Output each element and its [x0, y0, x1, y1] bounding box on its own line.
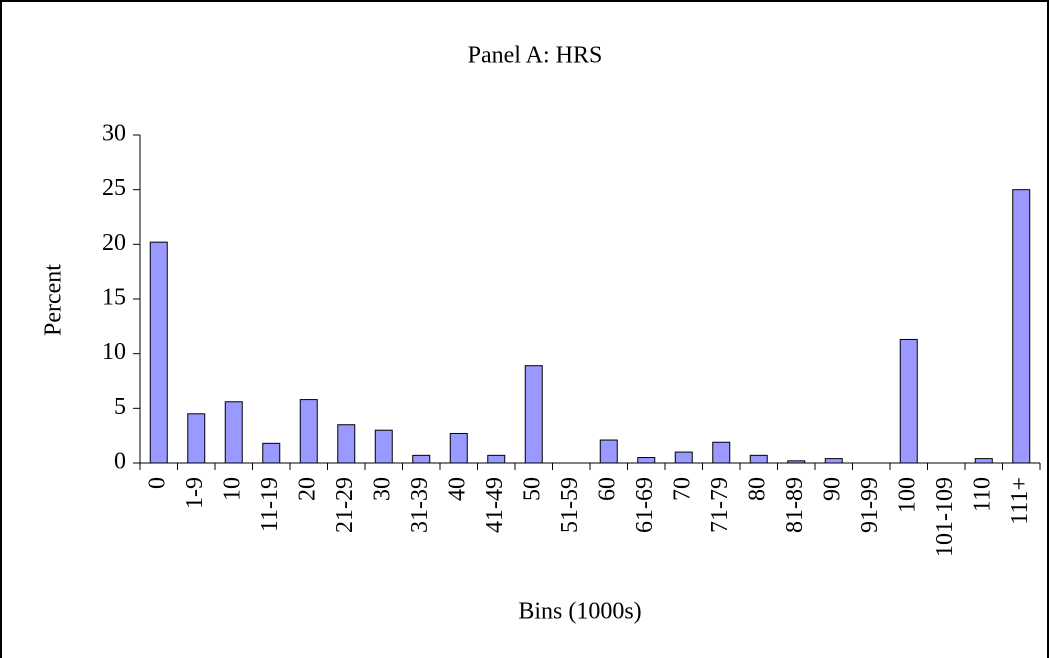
bar	[487, 454, 506, 464]
bar	[1012, 189, 1031, 464]
y-axis-label: Percent	[41, 264, 67, 336]
bar	[262, 442, 281, 464]
bar	[524, 365, 543, 464]
y-tick-label: 20	[102, 230, 126, 256]
y-tick-label: 5	[114, 394, 126, 420]
x-tick-label: 61-69	[632, 477, 658, 533]
x-tick-label: 50	[519, 477, 545, 501]
x-tick-label: 80	[744, 477, 770, 501]
bar	[599, 439, 618, 464]
bar	[149, 241, 168, 464]
x-tick-label: 0	[144, 477, 170, 489]
y-tick-label: 25	[102, 175, 126, 201]
bar	[637, 457, 656, 464]
y-tick-label: 15	[102, 285, 126, 311]
x-tick-label: 101-109	[932, 477, 958, 557]
x-tick-label: 71-79	[707, 477, 733, 533]
bar	[299, 399, 318, 464]
x-axis-label: Bins (1000s)	[518, 599, 641, 625]
x-tick-label: 90	[819, 477, 845, 501]
bar	[449, 432, 468, 464]
bar	[224, 401, 243, 464]
x-tick-label: 60	[594, 477, 620, 501]
x-tick-label: 10	[219, 477, 245, 501]
x-tick-label: 21-29	[332, 477, 358, 533]
x-tick-label: 41-49	[482, 477, 508, 533]
bar	[787, 460, 806, 464]
bar	[712, 441, 731, 464]
bar	[824, 458, 843, 464]
x-tick-label: 1-9	[182, 477, 208, 509]
bar	[674, 451, 693, 464]
bar	[974, 458, 993, 464]
bar	[187, 413, 206, 464]
x-tick-label: 111+	[1007, 477, 1033, 525]
y-tick-label: 30	[102, 121, 126, 147]
bar	[412, 454, 431, 464]
x-tick-label: 100	[894, 477, 920, 513]
bar	[899, 338, 918, 464]
x-tick-label: 20	[294, 477, 320, 501]
x-tick-label: 11-19	[257, 477, 283, 532]
x-tick-label: 91-99	[857, 477, 883, 533]
bar	[749, 454, 768, 464]
chart-title: Panel A: HRS	[468, 43, 603, 69]
x-tick-label: 30	[369, 477, 395, 501]
y-tick-label: 10	[102, 339, 126, 365]
bar	[374, 429, 393, 464]
x-tick-label: 110	[969, 477, 995, 512]
x-tick-label: 81-89	[782, 477, 808, 533]
x-tick-label: 40	[444, 477, 470, 501]
bar	[337, 424, 356, 464]
y-tick-label: 0	[114, 449, 126, 475]
x-tick-label: 70	[669, 477, 695, 501]
x-tick-label: 31-39	[407, 477, 433, 533]
x-tick-label: 51-59	[557, 477, 583, 533]
